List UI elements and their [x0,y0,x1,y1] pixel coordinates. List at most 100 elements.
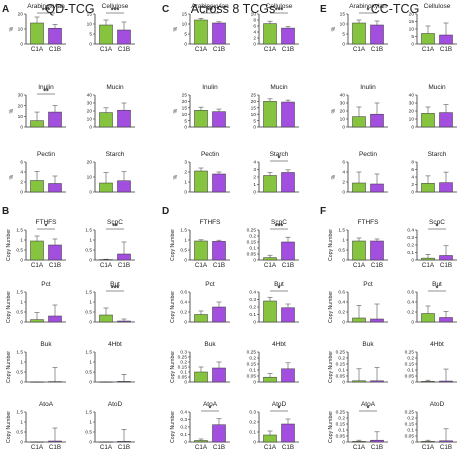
subplot-g2-atod: AtoD 0 0.1 0.2 0.3 C1A C1B * [249,401,299,451]
y-tick-label: 0.5 [16,248,23,254]
y-tick-label: 0.15 [405,362,415,368]
subplot-g3-scpc: ScpC 0 0.10.2 0.30.4 C1A C1B * [407,219,457,269]
subplot-g1-scpc: ScpC 0 0.5 1 1.5 C1A C1B ** [85,219,135,269]
y-tick-label: 5 [184,118,187,124]
y-tick-label: 0 [89,125,92,131]
subplot-g3-inulin: Inulin 0 10 20 30 40% [331,84,388,131]
y-tick-label: 0 [89,380,92,386]
y-axis-label: Copy Number [6,411,12,443]
subplot-title: FTHFS [36,219,58,226]
y-tick-label: 0 [253,380,256,386]
x-tick-label-c1a: C1A [100,46,113,53]
bar-c1a [421,441,435,443]
bar-c1a [30,319,44,323]
y-tick-label: 0.6 [180,290,187,296]
y-tick-label: 0 [184,258,187,264]
bar-c1b [212,173,226,193]
y-tick-label: 10 [18,27,24,33]
y-tick-label: 1 [89,360,92,366]
subplot-title: Buk [204,341,216,348]
y-tick-label: 0.5 [16,370,23,376]
bar-c1b [439,182,453,193]
y-tick-label: 0.2 [249,305,256,311]
bar-c1a [421,313,435,323]
bar-c1b [48,111,62,128]
subplot-g3-starch: Starch 0 24 68 [411,151,457,196]
y-tick-label: 40 [87,93,93,99]
y-tick-label: 0 [184,380,187,386]
y-tick-label: 0 [20,42,23,48]
subplot-g1-atod: AtoD 0 0.5 1 1.5 C1A C1B [85,401,135,451]
y-tick-label: 4 [342,170,345,176]
subplot-title: FTHFS [200,219,222,226]
y-axis-label: Copy Number [328,411,334,443]
bar-c1b [212,22,226,45]
subplot-title: 4Hbt [108,341,122,348]
significance-marker: * [278,156,281,163]
y-tick-label: 2 [342,180,345,186]
y-tick-label: 0.5 [16,430,23,436]
subplot-title: Buk [40,341,52,348]
x-tick-label-c1b: C1B [118,444,130,451]
x-tick-label-c1b: C1B [118,262,130,269]
y-axis-label: Copy Number [170,351,176,383]
bar-c1a [99,24,113,45]
subplot-g3-but: But 0 0.2 0.4 0.6 * [407,281,457,326]
bar-c1a [352,380,366,383]
subplot-title: Inulin [38,84,54,91]
y-tick-label: 30 [87,101,93,107]
significance-marker: * [209,406,212,413]
bar-c1a [352,240,366,261]
bar-c1b [370,318,384,323]
y-tick-label: 0 [253,440,256,446]
x-tick-label-c1b: C1B [49,46,61,53]
bar-c1b [117,29,131,45]
x-tick-label-c1b: C1B [213,262,225,269]
x-tick-label-c1b: C1B [371,262,383,269]
bar-c1b [370,183,384,193]
bar-c1a [421,257,435,261]
y-tick-label: 0 [342,125,345,131]
subplot-g3-pectin: Pectin 0 2 4 6% [331,151,388,196]
x-tick-label-c1a: C1A [422,46,435,53]
subplot-g2-fthfs: FTHFS 0 0.5 1 1.5 Copy Number C1A C1B [170,219,230,269]
y-tick-label: 0 [253,125,256,131]
x-tick-label-c1b: C1B [440,444,452,451]
bar-c1a [421,113,435,128]
bar-c1b [117,381,131,383]
y-tick-label: 1.5 [16,290,23,296]
y-tick-label: 0.05 [405,434,415,440]
y-tick-label: 0 [253,258,256,264]
subplot-title: AtoA [361,401,376,408]
y-tick-label: 1.5 [85,350,92,356]
subplot-g1-arabinoxylan: Arabinoxylan 0 10 20% C1A C1B *** [9,3,66,53]
panel-letter-f: F [320,206,326,217]
y-tick-label: 0 [89,190,92,196]
y-tick-label: 40 [340,93,346,99]
y-tick-label: 0 [20,320,23,326]
y-tick-label: 1.5 [85,290,92,296]
y-tick-label: 0.1 [180,370,187,376]
x-tick-label-c1a: C1A [195,262,208,269]
y-tick-label: 10 [18,114,24,120]
bar-c1a [99,112,113,128]
y-tick-label: 4 [253,160,256,166]
y-tick-label: 20 [340,109,346,115]
subplot-g1-4hbt: 4Hbt 0 0.5 1 1.5 [85,341,135,386]
y-tick-label: 6 [20,160,23,166]
y-tick-label: 0.5 [85,370,92,376]
subplot-title: Arabinoxylan [191,3,229,10]
bar-c1b [212,424,226,443]
y-tick-label: 1 [20,238,23,244]
y-tick-label: 1 [20,360,23,366]
y-tick-label: 0.1 [249,368,256,374]
subplot-title: Starch [106,151,125,158]
y-axis-label: % [331,108,337,113]
subplot-g3-mucin: Mucin 0 10 20 30 40 [409,84,457,131]
y-tick-label: 15 [87,12,93,18]
y-tick-label: 10 [182,22,188,28]
